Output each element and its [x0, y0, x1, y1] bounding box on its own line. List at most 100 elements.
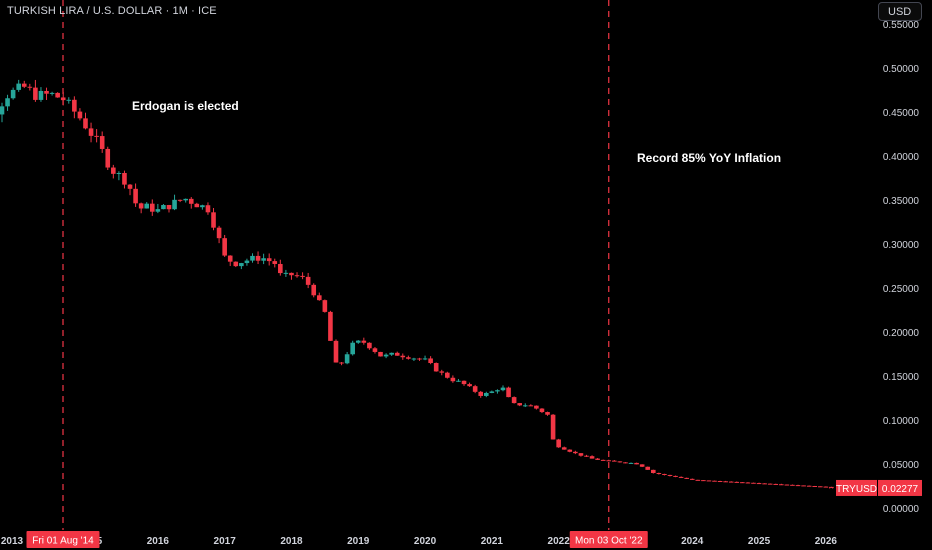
candle-body: [188, 198, 194, 204]
candle-body: [239, 263, 244, 267]
x-tick-label: 2017: [214, 536, 237, 547]
candle-body: [623, 462, 628, 464]
candle-body: [77, 111, 83, 119]
candle-body: [38, 90, 44, 100]
y-tick-label: 0.35000: [883, 196, 920, 207]
candle-body: [823, 486, 829, 488]
candle-body: [628, 462, 634, 464]
candle-body: [567, 449, 573, 452]
y-tick-label: 0.55000: [883, 20, 920, 31]
y-tick-label: 0.05000: [883, 460, 920, 471]
y-tick-label: 0.20000: [883, 328, 920, 339]
candle-body: [372, 348, 378, 352]
candle-body: [517, 403, 522, 406]
candle-body: [539, 408, 545, 413]
y-tick-label: 0.45000: [883, 108, 920, 119]
symbol-title: TURKISH LIRA / U.S. DOLLAR · 1M · ICE: [7, 5, 217, 17]
candle-body: [712, 480, 717, 482]
last-price-label: 0.02277: [882, 484, 919, 495]
candle-body: [55, 92, 60, 98]
candle-body: [595, 458, 600, 460]
candle-body: [550, 414, 556, 440]
candle-body: [27, 86, 33, 88]
candle-body: [177, 199, 183, 201]
candle-body: [5, 98, 10, 107]
candle-body: [784, 484, 790, 486]
x-tick-label: 2019: [347, 536, 370, 547]
candle-body: [706, 480, 712, 482]
annotation-record-inflation: Record 85% YoY Inflation: [637, 151, 782, 165]
candle-body: [44, 90, 49, 94]
candle-body: [127, 184, 133, 189]
candle-body: [817, 486, 823, 488]
currency-button[interactable]: USD: [878, 2, 922, 21]
x-tick-label: 2013: [1, 536, 24, 547]
candle-body: [617, 461, 623, 463]
candle-body: [689, 478, 695, 480]
candle-body: [728, 481, 734, 483]
candle-body: [161, 205, 166, 210]
candle-body: [751, 482, 756, 484]
candle-body: [155, 209, 161, 212]
y-axis: 0.55000 0.50000 0.45000 0.40000 0.35000 0.300…: [883, 20, 920, 515]
candle-body: [60, 97, 66, 101]
candle-body: [339, 362, 344, 364]
candle-body: [222, 238, 227, 256]
candle-body: [762, 483, 767, 485]
event-marker-date-label: Fri 01 Aug '14: [32, 536, 94, 547]
candle-body: [227, 255, 233, 262]
candle-body: [355, 340, 361, 343]
candle-body: [200, 205, 205, 208]
candle-body: [717, 481, 723, 483]
candle-body: [461, 380, 467, 385]
candle-body: [723, 481, 728, 483]
candle-body: [116, 172, 122, 174]
candle-body: [650, 469, 656, 473]
candle-body: [773, 483, 779, 485]
y-tick-label: 0.00000: [883, 504, 920, 515]
candle-body: [795, 485, 801, 487]
candle-body: [316, 295, 322, 301]
y-tick-label: 0.40000: [883, 152, 920, 163]
candle-body: [612, 460, 617, 462]
candle-body: [99, 136, 105, 149]
candle-body: [573, 451, 578, 454]
candles: [0, 79, 834, 488]
candle-body: [829, 486, 834, 488]
candle-body: [667, 474, 673, 476]
candle-body: [378, 351, 383, 357]
candle-body: [328, 311, 333, 341]
candle-body: [94, 135, 99, 137]
candle-body: [211, 212, 216, 228]
candle-body: [205, 205, 211, 213]
candle-body: [756, 483, 762, 485]
candle-body: [734, 481, 740, 483]
candle-body: [450, 377, 456, 382]
candle-body: [133, 188, 138, 204]
candle-body: [645, 466, 651, 470]
annotation-erdogan-elected: Erdogan is elected: [132, 99, 239, 113]
y-tick-label: 0.30000: [883, 240, 920, 251]
x-tick-label: 2026: [815, 536, 838, 547]
candle-body: [250, 255, 255, 261]
candle-body: [500, 387, 506, 391]
candle-body: [278, 263, 283, 274]
y-tick-label: 0.10000: [883, 416, 920, 427]
candle-body: [16, 83, 21, 90]
candle-body: [261, 258, 266, 261]
candle-body: [144, 203, 150, 209]
candle-body: [467, 384, 472, 387]
candle-body: [255, 255, 261, 261]
candle-body: [394, 352, 400, 356]
x-tick-label: 2024: [681, 536, 704, 547]
candle-body: [801, 485, 806, 487]
candle-body: [428, 358, 433, 364]
candle-body: [511, 397, 517, 404]
candle-body: [266, 258, 272, 262]
candle-body: [344, 354, 350, 364]
candle-body: [445, 372, 450, 378]
y-tick-label: 0.25000: [883, 284, 920, 295]
candle-body: [411, 358, 417, 360]
candle-body: [300, 275, 305, 277]
